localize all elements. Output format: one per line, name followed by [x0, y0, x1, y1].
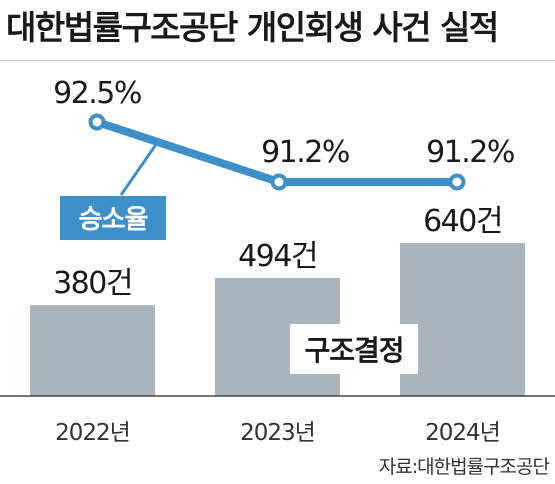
chart-title: 대한법률구조공단 개인회생 사건 실적	[6, 8, 499, 47]
bar-value-label: 640건	[423, 204, 502, 239]
bar-2024년	[400, 243, 525, 396]
rate-legend-box	[60, 196, 166, 240]
rate-callout-leader	[119, 142, 159, 196]
rate-point	[270, 173, 288, 191]
rate-legend-label: 승소율	[79, 205, 148, 235]
title-divider	[0, 60, 555, 61]
bar-value-label: 494건	[238, 239, 317, 274]
bar-legend-box	[290, 324, 418, 374]
rate-point	[448, 173, 466, 191]
rate-value-label: 91.2%	[426, 135, 514, 170]
rate-value-label: 91.2%	[261, 135, 349, 170]
bar-2022년	[30, 305, 155, 396]
rate-point	[88, 113, 106, 131]
x-tick-label: 2022년	[55, 420, 130, 446]
x-tick-label: 2024년	[425, 420, 500, 446]
rate-value-label: 92.5%	[53, 76, 141, 111]
x-tick-label: 2023년	[240, 420, 315, 446]
bar-value-label: 380건	[53, 266, 132, 301]
bar-legend-label: 구조결정	[304, 334, 403, 367]
source-note: 자료:대한법률구조공단	[378, 456, 550, 478]
